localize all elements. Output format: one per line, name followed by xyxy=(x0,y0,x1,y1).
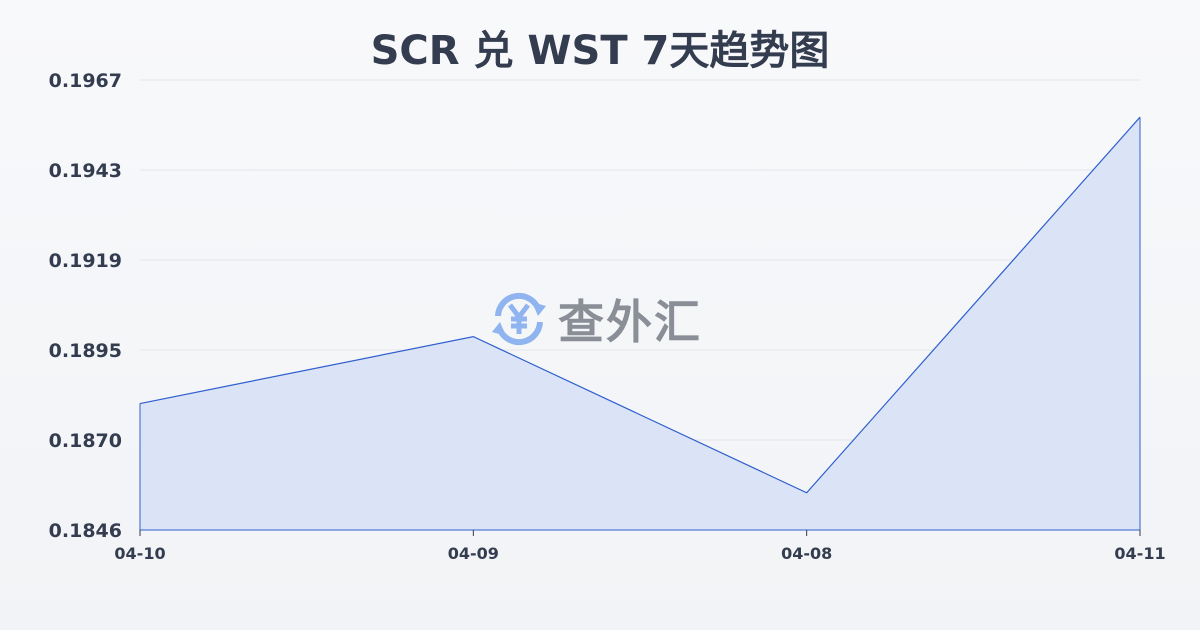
yen-exchange-icon xyxy=(492,292,546,346)
series-line xyxy=(139,116,1141,494)
y-tick-label: 0.1846 xyxy=(49,520,122,542)
area-fill xyxy=(140,117,1140,530)
y-tick-label: 0.1895 xyxy=(49,340,122,362)
watermark-text: 查外汇 xyxy=(558,295,702,349)
x-tick-label: 04-08 xyxy=(781,544,832,563)
y-tick-label: 0.1943 xyxy=(49,160,122,182)
x-tick-label: 04-09 xyxy=(448,544,499,563)
y-tick-label: 0.1870 xyxy=(49,430,122,452)
y-tick-label: 0.1967 xyxy=(49,70,122,92)
x-tick-label: 04-11 xyxy=(1114,544,1165,563)
y-tick-label: 0.1919 xyxy=(49,250,122,272)
chart-title: SCR 兑 WST 7天趋势图 xyxy=(370,28,830,74)
x-tick-label: 04-10 xyxy=(114,544,165,563)
watermark: 查外汇 xyxy=(488,286,702,352)
